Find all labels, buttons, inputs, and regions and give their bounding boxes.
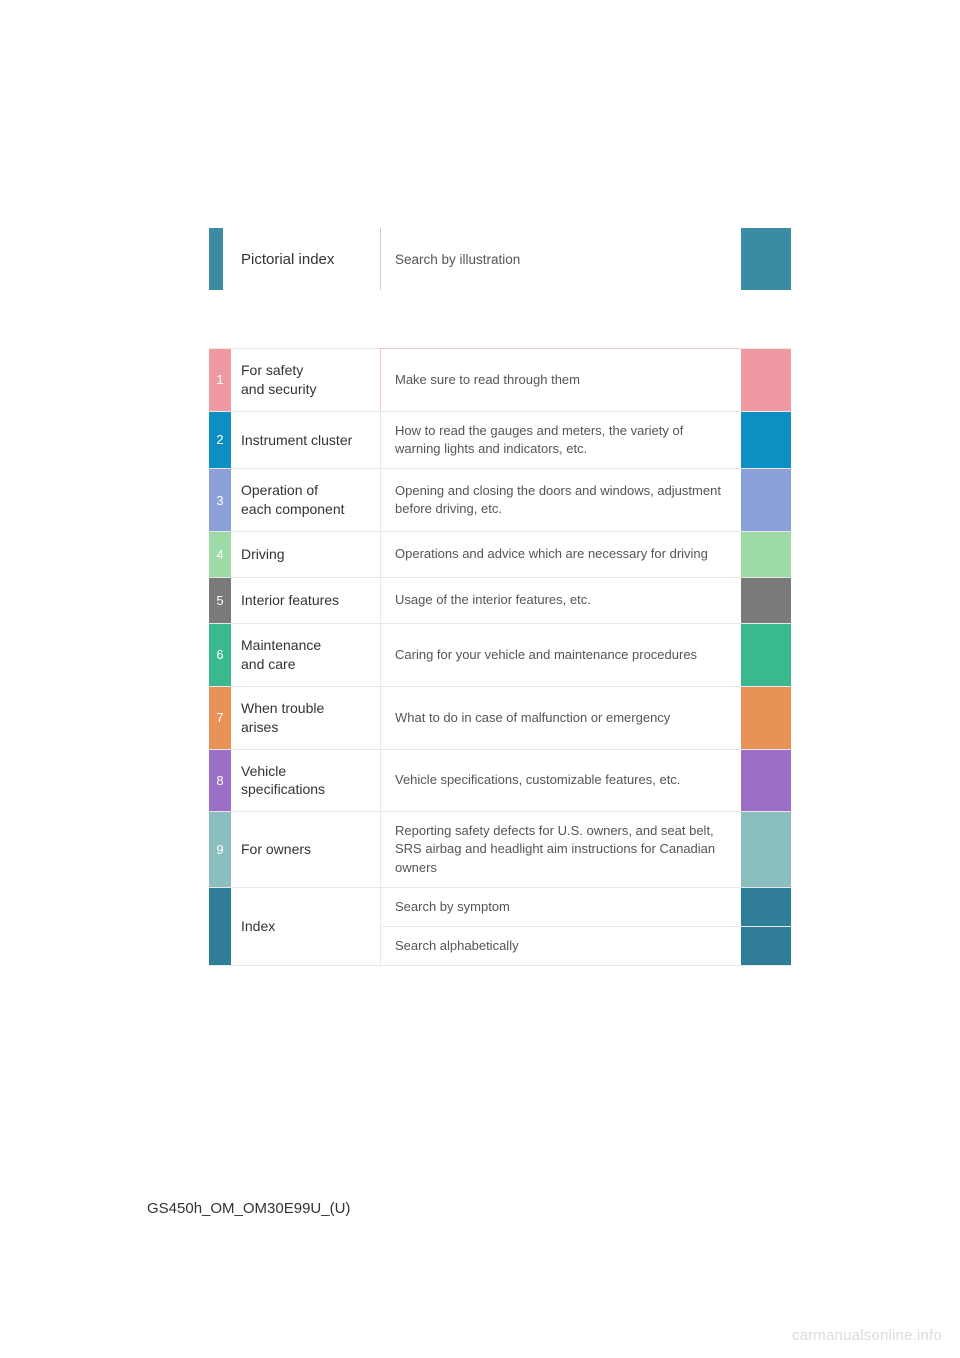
index-sub-description: Search by symptom (381, 888, 741, 926)
toc-title: Vehicle specifications (231, 750, 380, 812)
toc-title: Driving (231, 532, 380, 577)
toc-description: How to read the gauges and meters, the v… (380, 412, 741, 468)
pictorial-right-tab[interactable] (741, 228, 791, 290)
toc-number-box: 9 (209, 812, 231, 887)
toc-row-7[interactable]: 7When trouble arisesWhat to do in case o… (209, 687, 791, 750)
toc-description: Vehicle specifications, customizable fea… (380, 750, 741, 812)
toc-row-index[interactable]: IndexSearch by symptomSearch alphabetica… (209, 888, 791, 966)
toc-title: Operation of each component (231, 469, 380, 531)
toc-number-box: 7 (209, 687, 231, 749)
toc-number-box: 5 (209, 578, 231, 623)
toc-row-1[interactable]: 1For safety and securityMake sure to rea… (209, 348, 791, 412)
toc-title: When trouble arises (231, 687, 380, 749)
toc-description: Caring for your vehicle and maintenance … (380, 624, 741, 686)
toc-description: Reporting safety defects for U.S. owners… (380, 812, 741, 887)
toc-title: For safety and security (231, 349, 380, 411)
toc-row-2[interactable]: 2Instrument clusterHow to read the gauge… (209, 412, 791, 469)
toc-right-tab[interactable] (741, 578, 791, 623)
page-content: Pictorial index Search by illustration 1… (209, 228, 791, 966)
toc-title: Index (231, 888, 380, 965)
toc-row-4[interactable]: 4DrivingOperations and advice which are … (209, 532, 791, 578)
toc-description: Usage of the interior features, etc. (380, 578, 741, 623)
toc-row-3[interactable]: 3Operation of each componentOpening and … (209, 469, 791, 532)
toc-right-tab[interactable] (741, 750, 791, 812)
toc-title: For owners (231, 812, 380, 887)
toc-right-tab[interactable] (741, 927, 791, 965)
toc-right-tab[interactable] (741, 532, 791, 577)
index-sub-container: Search by symptomSearch alphabetically (380, 888, 791, 965)
toc-right-tab[interactable] (741, 812, 791, 887)
pictorial-left-bar (209, 228, 223, 290)
toc-title: Maintenance and care (231, 624, 380, 686)
toc-row-5[interactable]: 5Interior featuresUsage of the interior … (209, 578, 791, 624)
toc-right-tab[interactable] (741, 469, 791, 531)
pictorial-index-row[interactable]: Pictorial index Search by illustration (209, 228, 791, 290)
toc-description: Make sure to read through them (380, 348, 741, 411)
toc-description: What to do in case of malfunction or eme… (380, 687, 741, 749)
toc-number-box (209, 888, 231, 965)
toc-right-tab[interactable] (741, 687, 791, 749)
toc-right-tab[interactable] (741, 412, 791, 468)
toc-number-box: 8 (209, 750, 231, 812)
watermark: carmanualsonline.info (792, 1327, 942, 1344)
toc-number-box: 2 (209, 412, 231, 468)
toc-row-6[interactable]: 6Maintenance and careCaring for your veh… (209, 624, 791, 687)
toc-description: Opening and closing the doors and window… (380, 469, 741, 531)
index-sub-row[interactable]: Search alphabetically (381, 927, 791, 965)
toc-right-tab[interactable] (741, 888, 791, 926)
toc-container: 1For safety and securityMake sure to rea… (209, 348, 791, 966)
toc-number-box: 3 (209, 469, 231, 531)
toc-title: Instrument cluster (231, 412, 380, 468)
toc-right-tab[interactable] (741, 624, 791, 686)
pictorial-title: Pictorial index (223, 228, 380, 290)
toc-number-box: 6 (209, 624, 231, 686)
footer-document-code: GS450h_OM_OM30E99U_(U) (147, 1200, 350, 1217)
toc-row-9[interactable]: 9For ownersReporting safety defects for … (209, 812, 791, 888)
toc-description: Operations and advice which are necessar… (380, 532, 741, 577)
toc-title: Interior features (231, 578, 380, 623)
index-sub-row[interactable]: Search by symptom (381, 888, 791, 927)
toc-number-box: 1 (209, 349, 231, 411)
index-sub-description: Search alphabetically (381, 927, 741, 965)
pictorial-description: Search by illustration (380, 228, 735, 290)
toc-number-box: 4 (209, 532, 231, 577)
toc-row-8[interactable]: 8Vehicle specificationsVehicle specifica… (209, 750, 791, 813)
toc-right-tab[interactable] (741, 349, 791, 411)
